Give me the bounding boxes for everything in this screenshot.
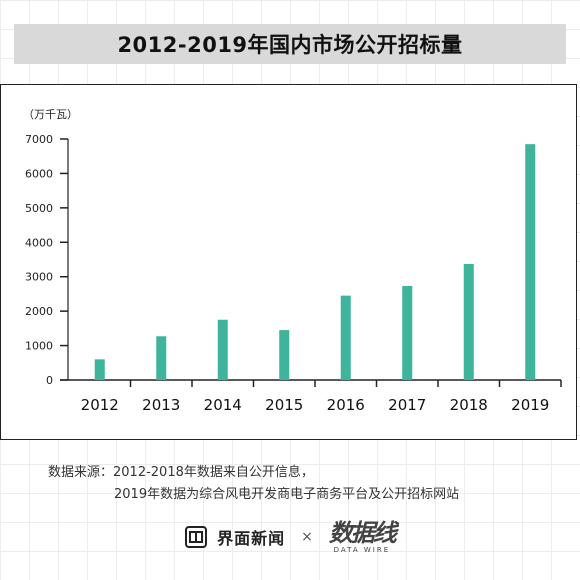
bar-2018	[463, 263, 474, 380]
bar-2017	[402, 286, 413, 380]
source-line-2: 2019年数据为综合风电开发商电子商务平台及公开招标网站	[114, 487, 460, 502]
bar-2014	[217, 319, 228, 380]
y-tick-label: 0	[46, 374, 53, 387]
y-axis-unit-label: （万千瓦）	[23, 108, 78, 121]
chart-title: 2012-2019年国内市场公开招标量	[117, 33, 463, 57]
jiemian-logo-icon	[185, 526, 208, 548]
bar-chart: （万千瓦） 0 1000 2000 3000 4000 5000 6000 7000 2012 20…	[23, 108, 562, 414]
x-tick-label: 2014	[204, 396, 242, 414]
x-tick-label: 2019	[511, 396, 549, 414]
brand-datawire: 数据线	[328, 519, 397, 547]
brand-separator: ×	[301, 529, 313, 545]
chart-panel: （万千瓦） 0 1000 2000 3000 4000 5000 6000 7000 2012 20…	[0, 84, 577, 440]
y-tick-label: 1000	[25, 340, 53, 353]
bar-2016	[340, 295, 351, 380]
brand-datawire-sub: DATA WIRE	[333, 546, 391, 554]
title-bar: 2012-2019年国内市场公开招标量	[14, 24, 566, 64]
x-tick-label: 2015	[265, 396, 303, 414]
x-tick-label: 2017	[388, 396, 426, 414]
y-tick-label: 5000	[25, 202, 53, 215]
bar-2015	[279, 330, 290, 380]
brand-datawire-logo: 数据线 DATA WIRE	[328, 519, 397, 554]
x-tick-label: 2013	[142, 396, 180, 414]
y-tick-label: 6000	[25, 167, 53, 180]
y-tick-label: 2000	[25, 305, 53, 318]
footer: 界面新闻 × 数据线 DATA WIRE	[0, 512, 580, 562]
x-tick-label: 2018	[450, 396, 488, 414]
source-note: 数据来源：2012-2018年数据来自公开信息， 2019年数据为综合风电开发商…	[48, 462, 568, 506]
y-tick-label: 4000	[25, 236, 53, 249]
source-line-1: 数据来源：2012-2018年数据来自公开信息，	[48, 465, 314, 480]
brand-jiemian: 界面新闻	[217, 529, 286, 548]
x-tick-label: 2016	[327, 396, 365, 414]
bar-2012	[94, 359, 105, 380]
y-tick-label: 7000	[25, 133, 53, 146]
bar-2019	[525, 144, 536, 380]
y-tick-label: 3000	[25, 271, 53, 284]
x-tick-label: 2012	[81, 396, 119, 414]
bar-2013	[156, 336, 167, 380]
